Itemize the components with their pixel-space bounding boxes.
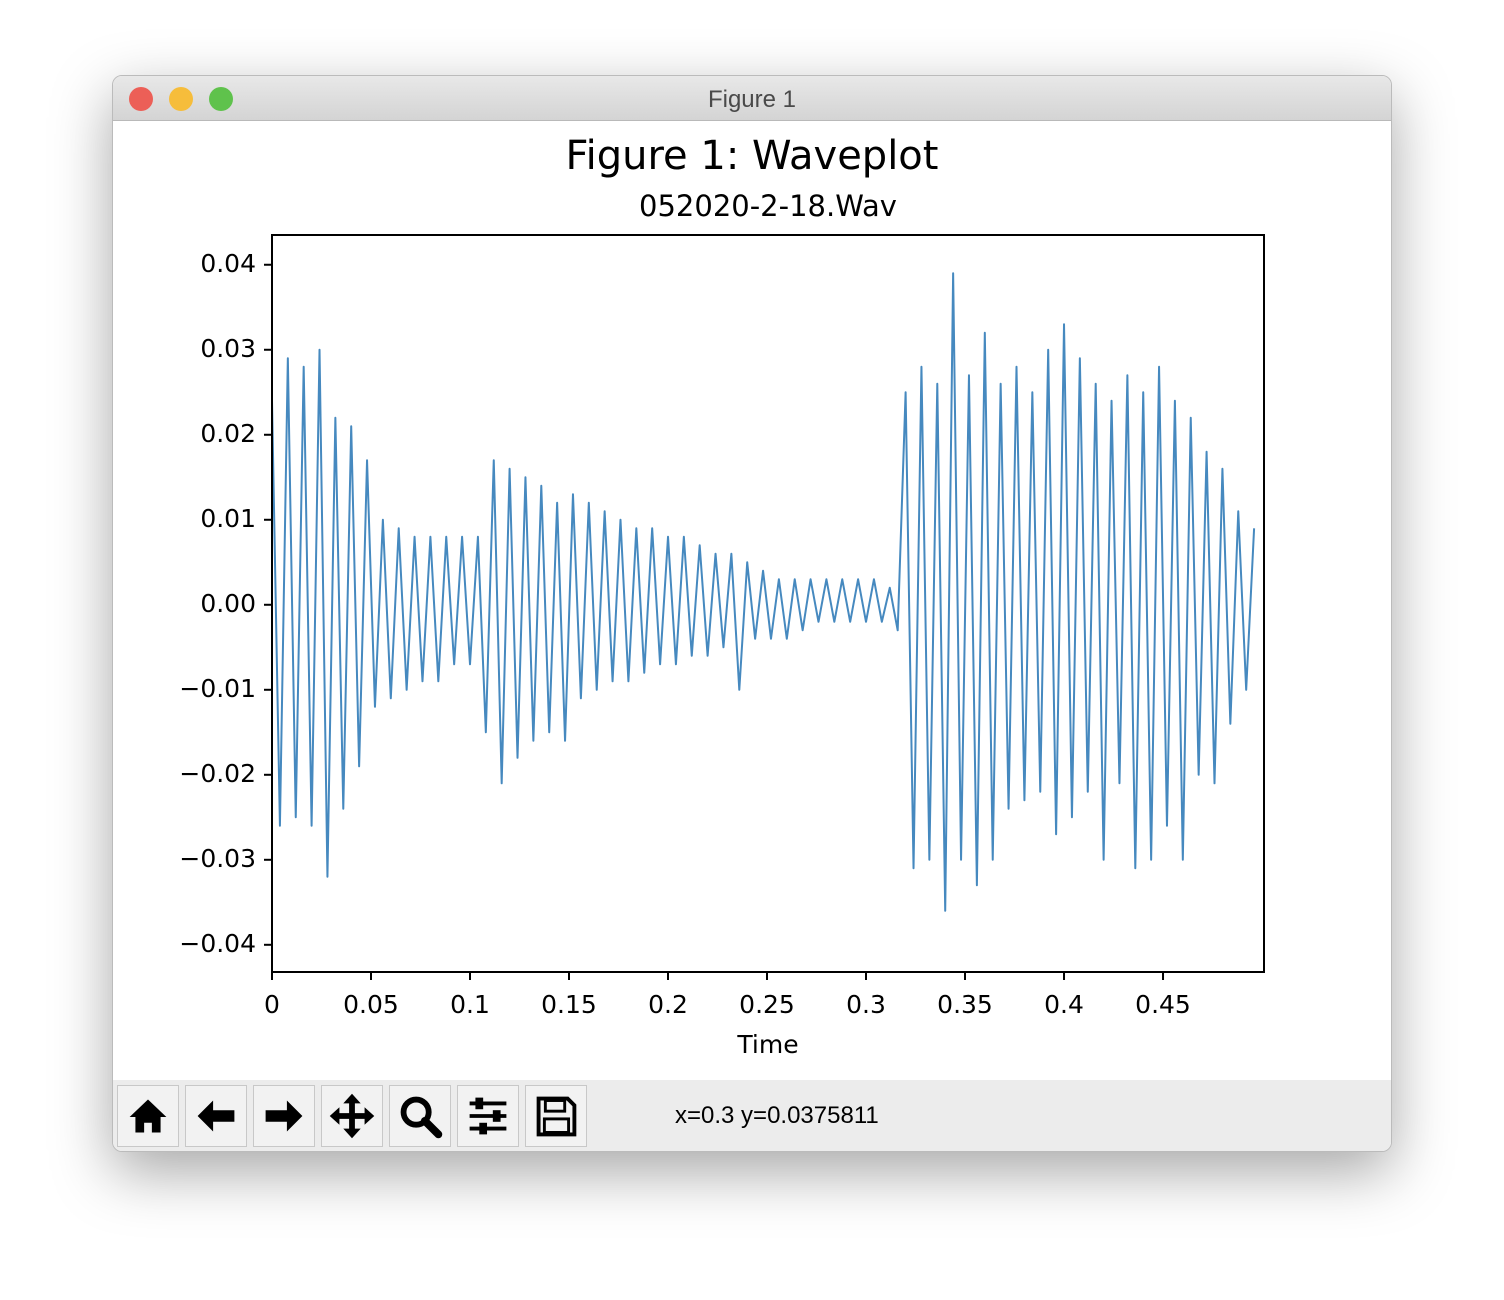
x-axis-label: Time [736,1030,798,1059]
x-tick-label: 0.35 [937,990,993,1019]
save-button[interactable] [525,1085,587,1147]
forward-button[interactable] [253,1085,315,1147]
x-tick-label: 0.05 [343,990,399,1019]
y-tick-label: −0.03 [179,844,256,873]
x-tick-label: 0.15 [541,990,597,1019]
chart-title: Figure 1: Waveplot [566,133,939,179]
waveform-line [271,272,1256,912]
y-tick-label: −0.01 [179,674,256,703]
x-tick-label: 0.4 [1044,990,1084,1019]
pan-button[interactable] [321,1085,383,1147]
zoom-tool-button[interactable] [389,1085,451,1147]
x-tick-label: 0 [264,990,280,1019]
chart-subtitle: 052020-2-18.Wav [639,189,897,223]
toolbar: x=0.3 y=0.0375811 [113,1080,1391,1151]
x-tick-label: 0.3 [846,990,886,1019]
x-tick-label: 0.25 [739,990,795,1019]
close-button[interactable] [129,87,153,111]
back-button[interactable] [185,1085,247,1147]
title-bar: Figure 1 [113,76,1391,121]
x-tick-label: 0.2 [648,990,688,1019]
y-tick-label: 0.04 [200,249,256,278]
zoom-button[interactable] [209,87,233,111]
x-tick-label: 0.1 [450,990,490,1019]
window-title: Figure 1 [707,86,797,113]
y-tick-label: 0.01 [200,504,256,533]
x-tick-label: 0.45 [1135,990,1191,1019]
y-tick-label: 0.02 [200,419,256,448]
configure-button[interactable] [457,1085,519,1147]
minimize-button[interactable] [169,87,193,111]
home-button[interactable] [117,1085,179,1147]
chart: Figure 1: Waveplot 052020-2-18.Wav Time … [179,133,1265,1059]
y-tick-label: 0.00 [200,589,256,618]
status-text: x=0.3 y=0.0375811 [675,1102,879,1129]
y-tick-label: 0.03 [200,334,256,363]
y-tick-label: −0.02 [179,759,256,788]
y-tick-label: −0.04 [179,929,256,958]
